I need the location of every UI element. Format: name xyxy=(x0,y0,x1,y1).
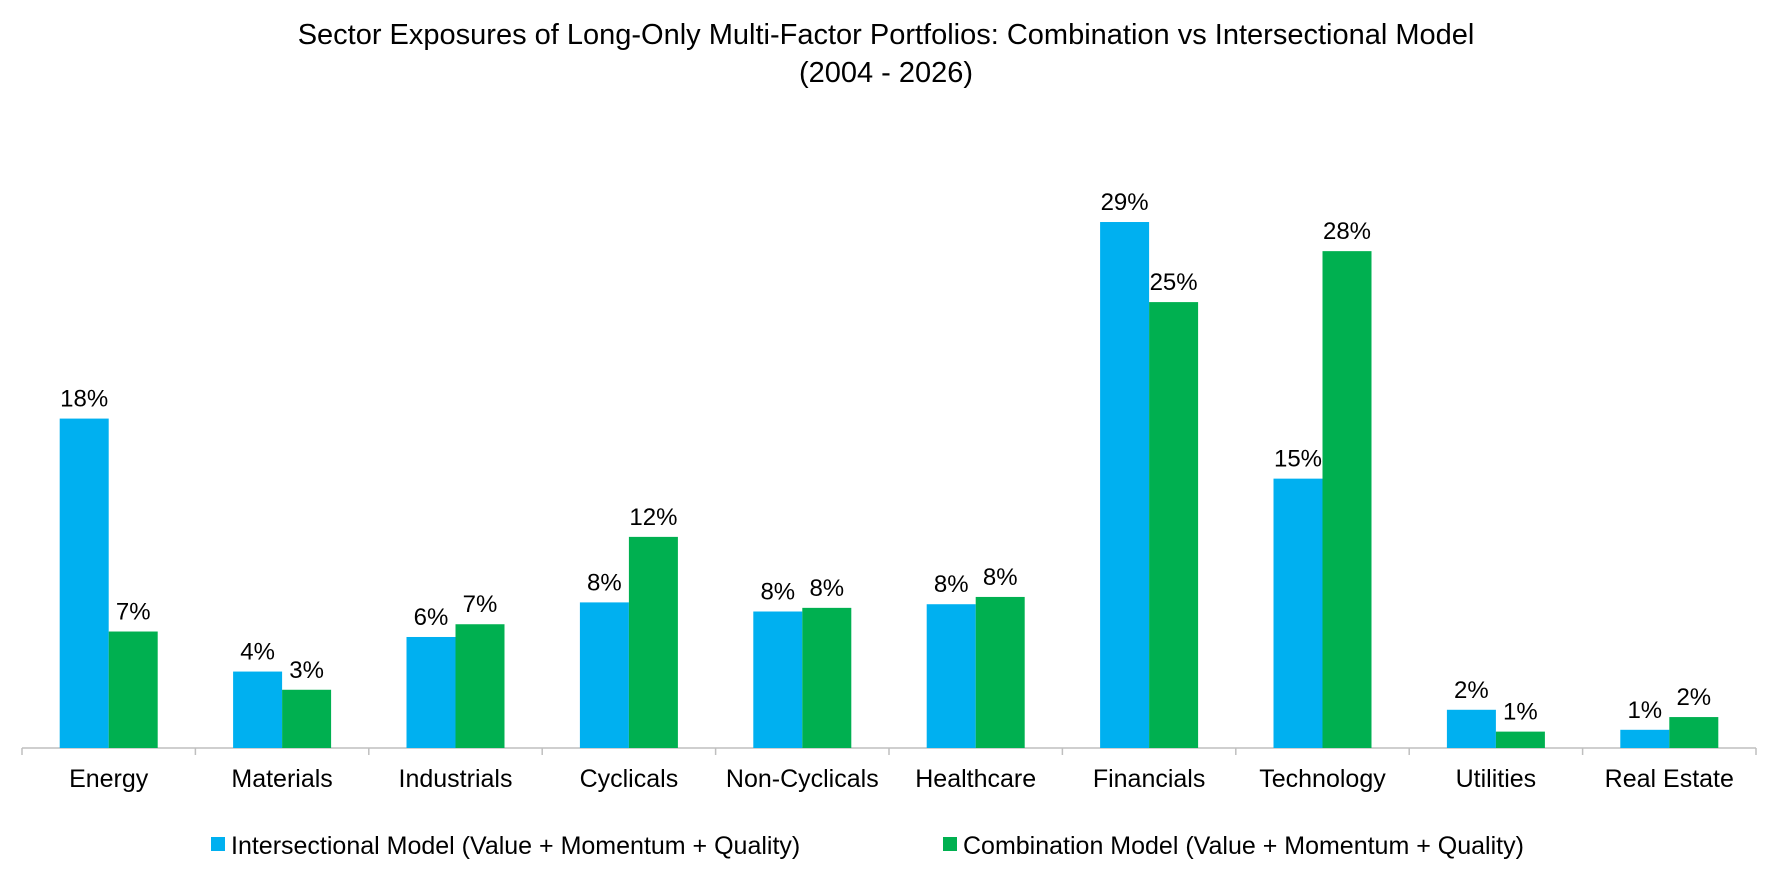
x-tick-label: Healthcare xyxy=(915,765,1036,793)
data-label: 28% xyxy=(1323,218,1371,245)
bar xyxy=(628,536,678,748)
data-label: 18% xyxy=(60,386,108,413)
data-label: 2% xyxy=(1454,677,1489,704)
x-tick-label: Technology xyxy=(1259,765,1386,793)
legend-swatch xyxy=(943,837,957,851)
bar xyxy=(455,624,505,748)
x-tick-label: Real Estate xyxy=(1605,765,1734,793)
x-tick-label: Financials xyxy=(1093,765,1206,793)
bar xyxy=(59,418,109,748)
data-label: 8% xyxy=(809,575,844,602)
data-label: 1% xyxy=(1503,699,1538,726)
data-label: 7% xyxy=(116,599,151,626)
x-tick-label: Energy xyxy=(69,765,149,793)
legend-label: Combination Model (Value + Momentum + Qu… xyxy=(963,832,1524,860)
bar xyxy=(802,607,852,748)
data-label: 8% xyxy=(587,569,622,596)
legend-swatch xyxy=(211,837,225,851)
data-label: 8% xyxy=(760,579,795,606)
legend-label: Intersectional Model (Value + Momentum +… xyxy=(231,832,800,860)
x-tick-label: Utilities xyxy=(1456,765,1537,793)
bar xyxy=(1620,729,1670,748)
x-tick-label: Non-Cyclicals xyxy=(726,765,879,793)
bar xyxy=(282,689,332,748)
x-tick-label: Cyclicals xyxy=(580,765,679,793)
data-label: 6% xyxy=(414,604,449,631)
bar xyxy=(1446,709,1496,748)
data-label: 2% xyxy=(1676,684,1711,711)
bar xyxy=(579,602,629,748)
data-label: 12% xyxy=(629,504,677,531)
data-label: 1% xyxy=(1627,697,1662,724)
bar xyxy=(233,671,283,748)
bar xyxy=(1100,222,1150,748)
bar xyxy=(753,611,803,748)
bar xyxy=(1669,717,1719,748)
bar xyxy=(926,604,976,748)
bar xyxy=(1495,731,1545,748)
bar xyxy=(1273,478,1323,748)
chart-title: Sector Exposures of Long-Only Multi-Fact… xyxy=(0,16,1772,92)
data-label: 7% xyxy=(463,591,498,618)
x-tick-label: Materials xyxy=(231,765,332,793)
data-label: 8% xyxy=(934,571,969,598)
bar xyxy=(975,596,1025,748)
data-label: 15% xyxy=(1274,446,1322,473)
bar xyxy=(406,636,456,748)
bar xyxy=(1322,251,1372,748)
data-label: 3% xyxy=(289,657,324,684)
bar xyxy=(108,631,158,748)
chart-title-line: Sector Exposures of Long-Only Multi-Fact… xyxy=(297,19,1475,51)
x-tick-label: Industrials xyxy=(399,765,513,793)
chart-subtitle: (2004 - 2026) xyxy=(798,57,974,89)
bar xyxy=(1149,302,1199,748)
data-label: 8% xyxy=(983,564,1018,591)
data-label: 4% xyxy=(240,639,275,666)
data-label: 25% xyxy=(1150,269,1198,296)
data-label: 29% xyxy=(1101,189,1149,216)
